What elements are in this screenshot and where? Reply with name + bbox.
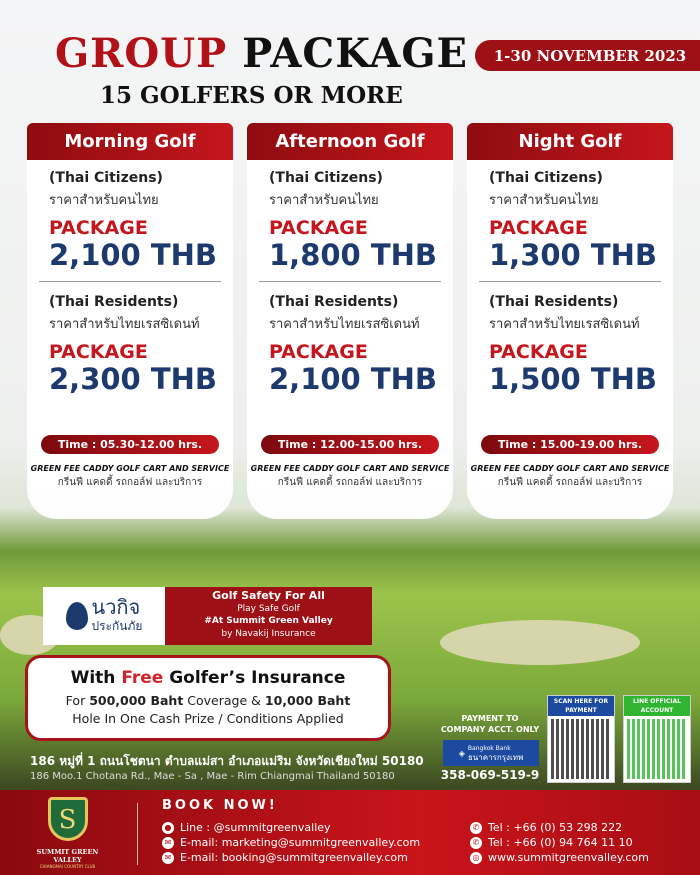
qr-code-icon — [627, 719, 687, 779]
includes: GREEN FEE CADDY GOLF CART AND SERVICE — [30, 464, 230, 473]
navakij-logo: นวกิจ ประกันภัย — [43, 587, 165, 645]
free-insurance-box: With Free Golfer’s Insurance For 500,000… — [25, 655, 391, 741]
residents-thai: ราคาสำหรับไทยเรสซิเดนท์ — [269, 317, 420, 332]
card-afternoon: Afternoon Golf (Thai Citizens) ราคาสำหรับ… — [247, 123, 453, 519]
page-title: GROUP PACKAGE — [55, 30, 469, 77]
phone-icon: ✆ — [470, 836, 482, 849]
website-link[interactable]: ◎ www.summitgreenvalley.com — [470, 851, 649, 864]
phone-icon: ✆ — [470, 821, 482, 834]
payment-qr[interactable]: SCAN HERE FOR PAYMENT — [547, 695, 615, 783]
summit-green-valley-logo: S SUMMIT GREEN VALLEY CHIANGMAI COUNTRY … — [25, 797, 110, 869]
package-label: PACKAGE — [49, 217, 148, 239]
residents-label: (Thai Residents) — [49, 294, 179, 310]
residents-price: 1,500 THB — [489, 362, 657, 396]
mail-icon: ✉ — [162, 851, 174, 864]
footer — [0, 790, 700, 875]
time-pill: Time : 15.00-19.00 hrs. — [481, 435, 659, 454]
line-qr[interactable]: LINE OFFICIAL ACCOUNT — [623, 695, 691, 783]
citizens-label: (Thai Citizens) — [49, 170, 163, 186]
divider — [137, 803, 138, 865]
time-pill: Time : 12.00-15.00 hrs. — [261, 435, 439, 454]
citizens-thai: ราคาสำหรับคนไทย — [49, 193, 159, 208]
package-label: PACKAGE — [489, 341, 588, 363]
time-pill: Time : 05.30-12.00 hrs. — [41, 435, 219, 454]
insurance-banner: Golf Safety For All Play Safe Golf #At S… — [165, 587, 372, 645]
drop-icon — [65, 602, 88, 630]
address-english: 186 Moo.1 Chotana Rd., Mae - Sa , Mae - … — [30, 771, 395, 782]
residents-label: (Thai Residents) — [269, 294, 399, 310]
includes-thai: กรีนฟี แคดดี้ รถกอล์ฟ และบริการ — [497, 477, 643, 488]
divider — [259, 281, 441, 282]
tel-2[interactable]: ✆ Tel : +66 (0) 94 764 11 10 — [470, 836, 633, 849]
citizens-price: 1,800 THB — [269, 238, 437, 272]
line-contact[interactable]: ● Line : @summitgreenvalley — [162, 821, 331, 834]
citizens-price: 1,300 THB — [489, 238, 657, 272]
date-badge: 1-30 NOVEMBER 2023 — [475, 40, 700, 71]
citizens-price: 2,100 THB — [49, 238, 217, 272]
email-marketing[interactable]: ✉ E-mail: marketing@summitgreenvalley.com — [162, 836, 420, 849]
citizens-thai: ราคาสำหรับคนไทย — [489, 193, 599, 208]
sand-bunker — [440, 620, 640, 665]
divider — [39, 281, 221, 282]
includes: GREEN FEE CADDY GOLF CART AND SERVICE — [470, 464, 670, 473]
package-label: PACKAGE — [269, 217, 368, 239]
citizens-thai: ราคาสำหรับคนไทย — [269, 193, 379, 208]
includes: GREEN FEE CADDY GOLF CART AND SERVICE — [250, 464, 450, 473]
citizens-label: (Thai Citizens) — [269, 170, 383, 186]
email-booking[interactable]: ✉ E-mail: booking@summitgreenvalley.com — [162, 851, 408, 864]
card-title: Morning Golf — [27, 123, 233, 160]
includes-thai: กรีนฟี แคดดี้ รถกอล์ฟ และบริการ — [277, 477, 423, 488]
residents-price: 2,100 THB — [269, 362, 437, 396]
citizens-label: (Thai Citizens) — [489, 170, 603, 186]
residents-thai: ราคาสำหรับไทยเรสซิเดนท์ — [489, 317, 640, 332]
package-label: PACKAGE — [49, 341, 148, 363]
includes-thai: กรีนฟี แคดดี้ รถกอล์ฟ และบริการ — [57, 477, 203, 488]
line-icon: ● — [162, 821, 174, 834]
card-morning: Morning Golf (Thai Citizens) ราคาสำหรับคน… — [27, 123, 233, 519]
card-night: Night Golf (Thai Citizens) ราคาสำหรับคนไท… — [467, 123, 673, 519]
residents-price: 2,300 THB — [49, 362, 217, 396]
residents-label: (Thai Residents) — [489, 294, 619, 310]
bank-icon: ◈ — [458, 748, 465, 758]
payment-note: PAYMENT TO COMPANY ACCT. ONLY — [440, 714, 540, 734]
book-now-heading: BOOK NOW! — [162, 798, 278, 813]
address-thai: 186 หมู่ที่ 1 ถนนโชตนา ตำบลแม่สา อำเภอแม… — [30, 754, 424, 768]
globe-icon: ◎ — [470, 851, 482, 864]
residents-thai: ราคาสำหรับไทยเรสซิเดนท์ — [49, 317, 200, 332]
card-title: Night Golf — [467, 123, 673, 160]
divider — [479, 281, 661, 282]
subtitle: 15 GOLFERS OR MORE — [100, 82, 403, 109]
tel-1[interactable]: ✆ Tel : +66 (0) 53 298 222 — [470, 821, 622, 834]
account-number: 358-069-519-9 — [440, 768, 540, 782]
card-title: Afternoon Golf — [247, 123, 453, 160]
mail-icon: ✉ — [162, 836, 174, 849]
crest-icon: S — [47, 797, 88, 841]
qr-code-icon — [551, 719, 611, 779]
package-label: PACKAGE — [489, 217, 588, 239]
package-label: PACKAGE — [269, 341, 368, 363]
bangkok-bank-logo: ◈ Bangkok Bank ธนาคารกรุงเทพ — [443, 740, 539, 766]
